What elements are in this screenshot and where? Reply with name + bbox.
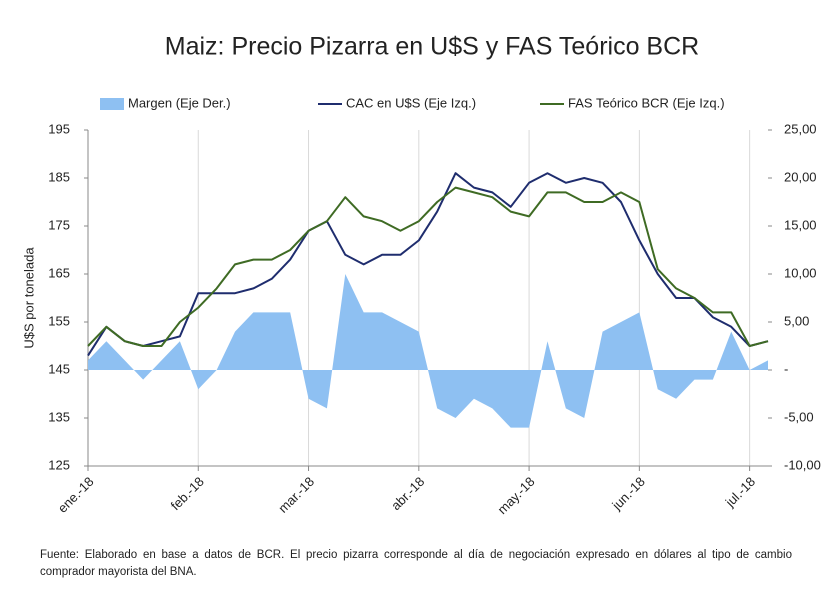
legend-label: Margen (Eje Der.) [128, 95, 231, 110]
y2-tick-label: 25,00 [784, 121, 817, 136]
y2-tick-label: 5,00 [784, 313, 809, 328]
footnote: Fuente: Elaborado en base a datos de BCR… [40, 549, 792, 578]
y2-tick-label: - [784, 361, 788, 376]
y-axis-label: U$S por tonelada [21, 247, 36, 349]
legend-label: FAS Teórico BCR (Eje Izq.) [568, 95, 725, 110]
series-line [87, 172, 769, 357]
x-tick-label: jun.-18 [608, 474, 647, 513]
x-tick-label: jul.-18 [722, 474, 758, 510]
y-tick-label: 175 [48, 217, 70, 232]
chart-title: Maiz: Precio Pizarra en U$S y FAS Teóric… [165, 33, 699, 61]
y-tick-label: 165 [48, 265, 70, 280]
y2-tick-label: -10,00 [784, 457, 821, 472]
y-tick-label: 145 [48, 361, 70, 376]
y2-tick-label: 10,00 [784, 265, 817, 280]
y-tick-label: 125 [48, 457, 70, 472]
y-tick-label: 155 [48, 313, 70, 328]
y-tick-label: 195 [48, 121, 70, 136]
y-tick-label: 185 [48, 169, 70, 184]
x-tick-label: abr.-18 [388, 474, 427, 513]
legend-swatch [100, 98, 124, 110]
margin-area [88, 274, 768, 428]
y2-tick-label: 20,00 [784, 169, 817, 184]
x-tick-label: mar.-18 [275, 474, 317, 516]
x-tick-label: ene.-18 [55, 474, 97, 516]
chart: Maiz: Precio Pizarra en U$S y FAS Teóric… [21, 33, 821, 517]
x-tick-label: feb.-18 [168, 474, 207, 513]
x-tick-label: may.-18 [494, 474, 537, 517]
legend-label: CAC en U$S (Eje Izq.) [346, 95, 476, 110]
y-tick-label: 135 [48, 409, 70, 424]
y2-tick-label: -5,00 [784, 409, 814, 424]
y2-tick-label: 15,00 [784, 217, 817, 232]
series-line [87, 186, 769, 347]
